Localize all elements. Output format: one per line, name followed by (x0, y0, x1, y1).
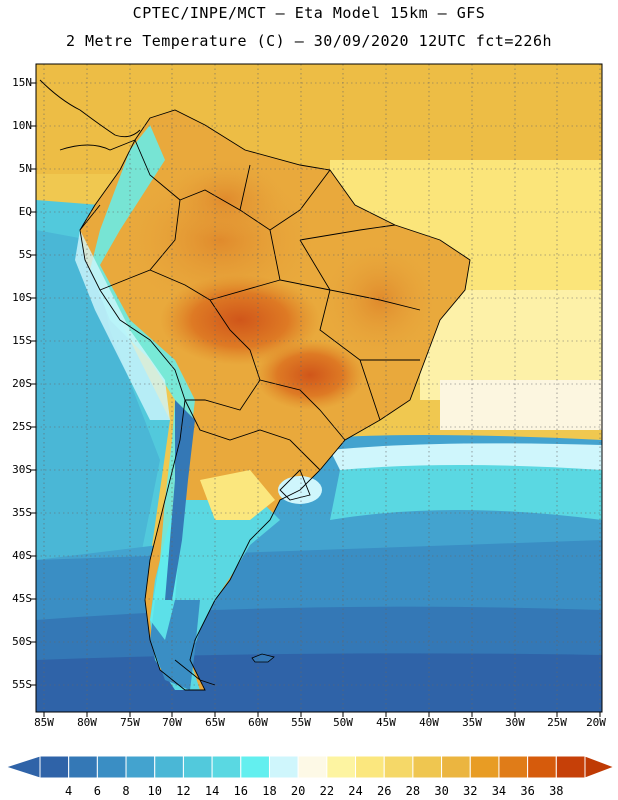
legend-swatch (383, 755, 414, 779)
lon-label-25w: 25W (547, 716, 567, 729)
lon-label-35w: 35W (462, 716, 482, 729)
legend-swatch (326, 755, 357, 779)
legend-swatch (154, 755, 184, 779)
legend-arrow-high (584, 755, 616, 779)
legend-label: 36 (520, 784, 535, 798)
legend-label: 24 (348, 784, 363, 798)
lat-label-35s: 35S (12, 506, 32, 519)
legend-swatch (498, 755, 529, 779)
legend-swatch (469, 755, 500, 779)
lat-label-eq: EQ (18, 205, 32, 218)
map-fill-layer (36, 64, 602, 712)
legend-label: 14 (204, 784, 220, 798)
legend-swatch (96, 755, 127, 779)
lon-label-45w: 45W (376, 716, 396, 729)
lat-label-45s: 45S (12, 592, 32, 605)
legend-label: 8 (122, 784, 130, 798)
legend-label: 16 (233, 784, 248, 798)
legend-swatch (39, 755, 70, 779)
legend-swatch (182, 755, 213, 779)
legend-label: 30 (434, 784, 449, 798)
graticule (36, 64, 602, 712)
legend-label: 12 (176, 784, 191, 798)
map-frame (35, 63, 603, 713)
legend-label: 34 (491, 784, 507, 798)
legend-swatch (555, 755, 586, 779)
lon-label-55w: 55W (291, 716, 311, 729)
legend-label: 10 (147, 784, 162, 798)
lon-label-40w: 40W (419, 716, 439, 729)
legend-label: 22 (319, 784, 335, 798)
lon-label-75w: 75W (120, 716, 140, 729)
legend-label: 32 (463, 784, 478, 798)
lat-label-40s: 40S (12, 549, 32, 562)
lon-label-65w: 65W (205, 716, 225, 729)
lat-label-15n: 15N (12, 76, 32, 89)
lon-label-80w: 80W (77, 716, 97, 729)
legend-swatch (355, 755, 385, 779)
legend-swatch (268, 755, 299, 779)
legend-swatch (68, 755, 98, 779)
lat-label-10n: 10N (12, 119, 32, 132)
lat-label-25s: 25S (12, 420, 32, 433)
lat-label-20s: 20S (12, 377, 32, 390)
lat-label-55s: 55S (12, 678, 32, 691)
color-legend (4, 755, 616, 779)
legend-swatch (412, 755, 443, 779)
legend-label: 26 (376, 784, 392, 798)
lon-label-50w: 50W (333, 716, 353, 729)
legend-label: 20 (290, 784, 306, 798)
lat-label-15s: 15S (12, 334, 32, 347)
legend-label: 18 (262, 784, 277, 798)
lat-label-50s: 50S (12, 635, 32, 648)
legend-label: 38 (549, 784, 564, 798)
lat-label-5s: 5S (18, 248, 32, 261)
map-title-line1: CPTEC/INPE/MCT – Eta Model 15km – GFS (132, 4, 486, 22)
lat-label-30s: 30S (12, 463, 32, 476)
lat-label-10s: 10S (12, 291, 32, 304)
andes-cold-strip (90, 125, 195, 640)
axis-ticks (31, 82, 601, 717)
lon-label-85w: 85W (34, 716, 54, 729)
lat-label-5n: 5N (18, 162, 32, 175)
legend-label: 28 (405, 784, 421, 798)
legend-swatch (211, 755, 242, 779)
legend-swatch (441, 755, 471, 779)
lon-label-60w: 60W (248, 716, 268, 729)
legend-swatch (527, 755, 557, 779)
map-title-line2: 2 Metre Temperature (C) – 30/09/2020 12U… (65, 32, 553, 50)
lon-label-30w: 30W (505, 716, 525, 729)
lon-label-70w: 70W (162, 716, 182, 729)
legend-arrow-low (4, 755, 41, 779)
legend-swatch (125, 755, 156, 779)
legend-swatch (297, 755, 328, 779)
lon-label-20w: 20W (586, 716, 606, 729)
legend-label: 4 (65, 784, 73, 798)
legend-swatch (240, 755, 270, 779)
legend-label: 6 (93, 784, 101, 798)
